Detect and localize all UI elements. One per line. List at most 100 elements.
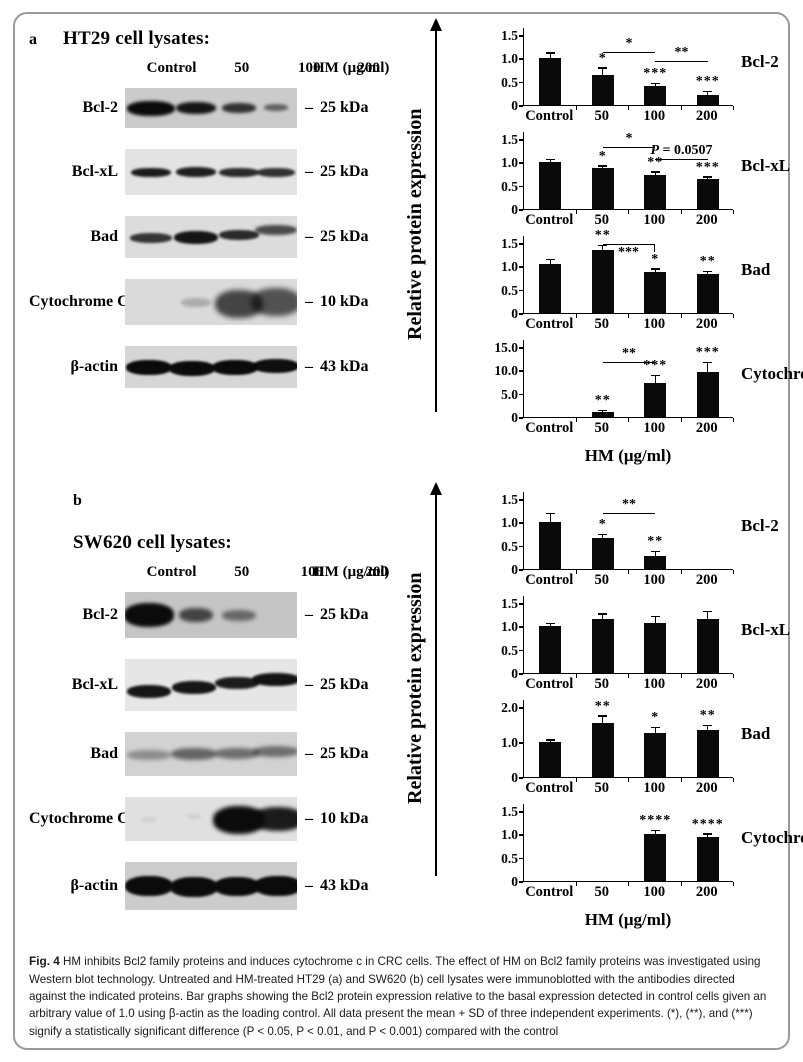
- y-tick-mark: [519, 370, 523, 372]
- y-axis-arrow: [427, 18, 445, 412]
- chart-bar: [644, 732, 667, 777]
- y-tick-mark: [519, 881, 523, 883]
- error-bar: [707, 363, 709, 373]
- panel-letter: a: [29, 31, 37, 48]
- error-bar-cap: [703, 270, 713, 272]
- significance-bridge: P = 0.0507: [650, 143, 713, 160]
- protein-band: [255, 225, 297, 235]
- blot-row: Bad –25 kDa: [29, 216, 401, 258]
- x-tick-labels: Control 50 100 200: [523, 316, 733, 337]
- error-bar-cap: [650, 726, 660, 729]
- y-tick-mark: [519, 569, 523, 571]
- kda-text: 25 kDa: [320, 163, 369, 180]
- error-bar: [602, 614, 604, 620]
- error-bar-cap: [598, 244, 608, 247]
- error-bar-cap: [598, 533, 608, 535]
- blot-row: β-actin –43 kDa: [29, 862, 401, 910]
- y-tick-label: 0: [511, 202, 518, 217]
- western-blot-rows: Bcl-2–25 kDa Bcl-xL –25 kDa Bad –25 kDa Cytoc…: [29, 88, 401, 388]
- x-tick-mark: [575, 418, 577, 422]
- y-tick-mark: [519, 289, 523, 292]
- error-bar: [707, 612, 709, 620]
- panel-a-charts-section: Relative protein expression 1.5 1.0 0.5 0 * *…: [404, 18, 803, 466]
- y-tick-label: 10.0: [494, 363, 518, 379]
- y-tick-label: 1.5: [501, 236, 518, 251]
- error-bar-cap: [545, 158, 555, 160]
- significance-star: **: [699, 253, 716, 269]
- y-tick-label: 0: [511, 98, 518, 113]
- protein-band: [214, 747, 259, 759]
- significance-bridge-label: **: [674, 45, 689, 61]
- panel-b-charts-section: Relative protein expression 1.5 1.0 0.5 0 * *…: [404, 482, 803, 930]
- panel-a-blots-section: a HT29 cell lysates: Control 50 100 200 …: [29, 28, 401, 409]
- y-tick-mark: [519, 417, 523, 419]
- y-tick-mark: [519, 209, 523, 211]
- western-blot-image: [125, 797, 297, 841]
- figure-container: a HT29 cell lysates: Control 50 100 200 …: [13, 12, 803, 1051]
- significance-star: ***: [695, 159, 720, 175]
- x-tick-labels: Control 50 100 200: [523, 676, 733, 697]
- y-tick-labels: 1.5 1.0 0.5 0: [485, 236, 523, 321]
- western-blot-image: [125, 862, 297, 910]
- x-tick-mark: [680, 210, 682, 214]
- y-tick-mark: [519, 811, 523, 813]
- error-bar: [602, 410, 604, 413]
- y-tick-labels: 1.5 1.0 0.5 0: [485, 28, 523, 113]
- significance-star: **: [647, 534, 664, 550]
- significance-bridge-label: **: [622, 345, 636, 361]
- blot-row: Bcl-2 –25 kDa: [29, 592, 401, 638]
- protein-band: [253, 359, 297, 373]
- kda-text: 25 kDa: [320, 676, 369, 693]
- protein-band: [127, 750, 172, 760]
- y-tick-label: 15.0: [494, 340, 518, 355]
- y-tick-mark: [519, 81, 523, 84]
- y-tick-mark: [519, 499, 523, 501]
- western-blot-image: [125, 216, 297, 258]
- x-tick-mark: [733, 106, 735, 110]
- error-bar-cap: [703, 176, 713, 178]
- significance-bridge: *: [602, 36, 656, 53]
- lane-header: Control 50 100 200 HM (μg/ml): [131, 60, 401, 84]
- chart-protein-label: Bad: [741, 260, 771, 279]
- x-tick-mark: [575, 882, 577, 886]
- y-tick-mark: [519, 742, 523, 744]
- panel-b-blots-section: b SW620 cell lysates: Control 50 100 200…: [29, 492, 401, 931]
- y-tick-mark: [519, 347, 523, 349]
- bar-chart: 2.0 1.0 0 ** * ** Bad: [485, 699, 803, 785]
- chart-bar: [591, 74, 614, 105]
- plot-area: **********: [519, 28, 735, 110]
- x-tick-label: 200: [695, 420, 718, 436]
- protein-band: [213, 876, 260, 896]
- y-tick-label: 0.5: [501, 178, 518, 194]
- error-bar: [707, 91, 709, 95]
- plot-area: *****: [519, 699, 735, 782]
- x-tick-mark: [575, 570, 577, 574]
- molecular-weight-label: –25 kDa: [305, 606, 368, 624]
- error-bar: [602, 68, 604, 75]
- x-tick-mark: [680, 882, 682, 886]
- bar-chart-stack: 1.5 1.0 0.5 0 * ** ** Bcl-2 Control 50 100 200 1.5 1.…: [485, 492, 803, 930]
- x-axis-label: HM (μg/ml): [584, 910, 672, 929]
- significance-star: **: [594, 392, 611, 408]
- y-axis-label: Relative protein expression: [404, 572, 426, 804]
- significance-bridge: **: [655, 46, 708, 63]
- tick-dash: –: [305, 676, 313, 693]
- protein-band: [218, 230, 259, 240]
- error-bar-cap: [650, 83, 660, 85]
- x-tick-label: 100: [643, 572, 666, 588]
- error-bar: [707, 177, 709, 180]
- significance-star: *: [651, 251, 660, 267]
- y-tick-label: 1.0: [501, 515, 518, 531]
- kda-text: 10 kDa: [320, 293, 369, 310]
- figure-caption-text: HM inhibits Bcl2 family proteins and ind…: [29, 955, 767, 1038]
- x-tick-mark: [733, 674, 735, 678]
- x-tick-label: 100: [643, 108, 666, 124]
- x-tick-label: 100: [643, 212, 666, 228]
- protein-band: [125, 876, 174, 896]
- y-axis-group: Relative protein expression: [404, 482, 485, 884]
- error-bar: [549, 260, 551, 264]
- x-tick-label: 100: [643, 316, 666, 332]
- x-tick-labels: Control 50 100 200: [523, 212, 733, 233]
- kda-text: 25 kDa: [320, 745, 369, 762]
- x-tick-mark: [575, 778, 577, 782]
